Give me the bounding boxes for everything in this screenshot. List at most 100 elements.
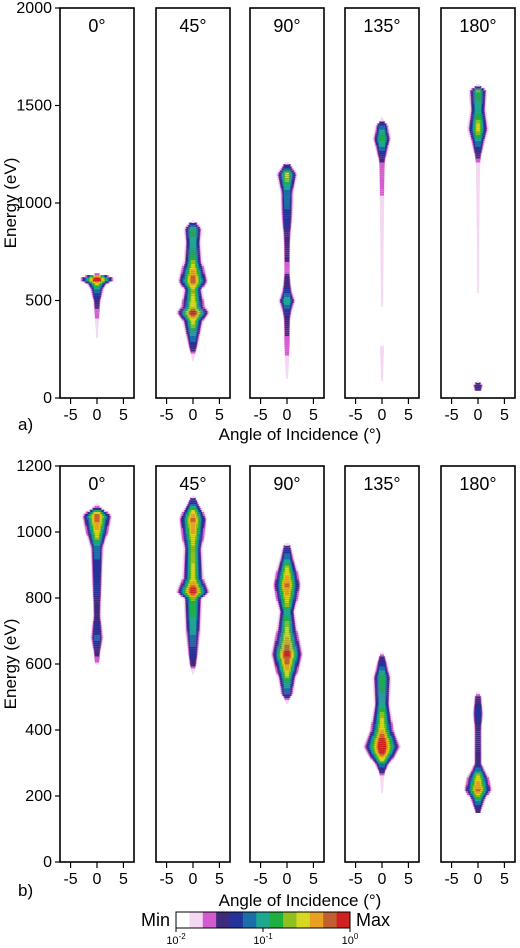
heat-band — [190, 592, 196, 596]
heat-band — [477, 298, 479, 301]
heat-band — [285, 669, 289, 673]
heat-band — [190, 594, 196, 598]
heat-band — [191, 355, 195, 358]
heat-band — [94, 580, 100, 584]
heat-band — [190, 339, 196, 342]
heat-band — [190, 531, 196, 534]
heat-band — [284, 662, 290, 665]
heat-band — [284, 347, 290, 350]
heat-band — [476, 243, 480, 247]
heat-band — [190, 345, 196, 348]
heat-band — [190, 245, 196, 249]
heat-band — [94, 630, 100, 633]
heat-band — [191, 357, 195, 360]
heat-band — [381, 310, 383, 313]
heat-band — [191, 286, 195, 290]
heat-band — [284, 333, 290, 336]
heat-band — [191, 568, 195, 572]
heat-band — [191, 220, 195, 223]
heat-band — [94, 618, 100, 621]
heat-band — [284, 193, 290, 196]
heat-band — [285, 699, 289, 703]
x-tick-label: 5 — [500, 407, 509, 424]
heat-band — [284, 169, 290, 173]
heat-band — [284, 263, 290, 266]
heat-band — [284, 234, 290, 237]
heat-band — [190, 604, 196, 607]
heat-band — [476, 247, 480, 251]
heat-band — [477, 277, 479, 280]
heat-band — [190, 529, 196, 532]
heat-band — [94, 620, 100, 623]
heat-band — [190, 247, 196, 251]
heat-band — [192, 362, 194, 366]
heat-band — [476, 173, 480, 177]
heat-band — [476, 183, 480, 186]
heat-band — [477, 327, 479, 331]
heat-band — [380, 253, 384, 257]
heat-band — [379, 123, 385, 126]
heat-band — [284, 275, 290, 278]
heat-band — [285, 701, 289, 704]
heat-band — [286, 380, 288, 383]
heat-band — [380, 364, 384, 368]
y-tick-label: 1200 — [16, 458, 52, 475]
heat-band — [380, 269, 384, 272]
heat-band — [284, 240, 290, 243]
heat-band — [284, 622, 290, 625]
y-tick-label: 400 — [25, 722, 52, 739]
x-tick-label: 0 — [189, 407, 198, 424]
heat-band — [285, 162, 289, 165]
heat-band — [379, 144, 385, 147]
heat-band — [284, 265, 290, 268]
heat-band — [192, 360, 194, 364]
heat-band — [380, 218, 384, 221]
heat-band — [191, 321, 195, 325]
heat-band — [475, 150, 481, 153]
heat-band — [477, 312, 479, 315]
heat-band — [94, 612, 100, 615]
heat-band — [380, 351, 384, 354]
heat-band — [380, 355, 384, 358]
heat-band — [285, 628, 289, 631]
heat-band — [94, 290, 100, 294]
heat-band — [190, 610, 196, 613]
heat-band — [95, 321, 99, 325]
heat-band — [190, 650, 196, 653]
heat-band — [380, 251, 384, 255]
heat-band — [284, 290, 290, 294]
heat-band — [191, 563, 195, 566]
heat-band — [190, 553, 196, 556]
heat-band — [380, 199, 384, 202]
heat-band — [284, 242, 290, 245]
heat-band — [284, 664, 290, 667]
heat-band — [381, 323, 383, 327]
heat-band — [477, 374, 479, 377]
heat-band — [191, 541, 195, 544]
y-tick-label: 1500 — [16, 98, 52, 115]
heat-band — [379, 128, 385, 132]
heat-band — [94, 294, 100, 297]
heat-band — [477, 353, 479, 356]
heat-band — [284, 164, 290, 167]
heat-band — [380, 177, 384, 180]
heat-band — [286, 709, 288, 712]
heat-band — [284, 255, 290, 258]
panel-label: a) — [18, 415, 33, 434]
heat-band — [94, 551, 100, 554]
heat-band — [380, 203, 384, 206]
heat-band — [191, 284, 195, 288]
heat-band — [190, 271, 196, 274]
heat-band — [94, 515, 100, 518]
heat-band — [475, 386, 481, 389]
heat-band — [94, 594, 100, 598]
heat-band — [477, 321, 479, 325]
heat-band — [285, 349, 289, 352]
heat-band — [284, 654, 290, 657]
heat-band — [284, 167, 290, 171]
heat-band — [191, 667, 195, 671]
heat-band — [379, 171, 385, 175]
heat-band — [476, 206, 480, 210]
heat-band — [190, 549, 196, 552]
